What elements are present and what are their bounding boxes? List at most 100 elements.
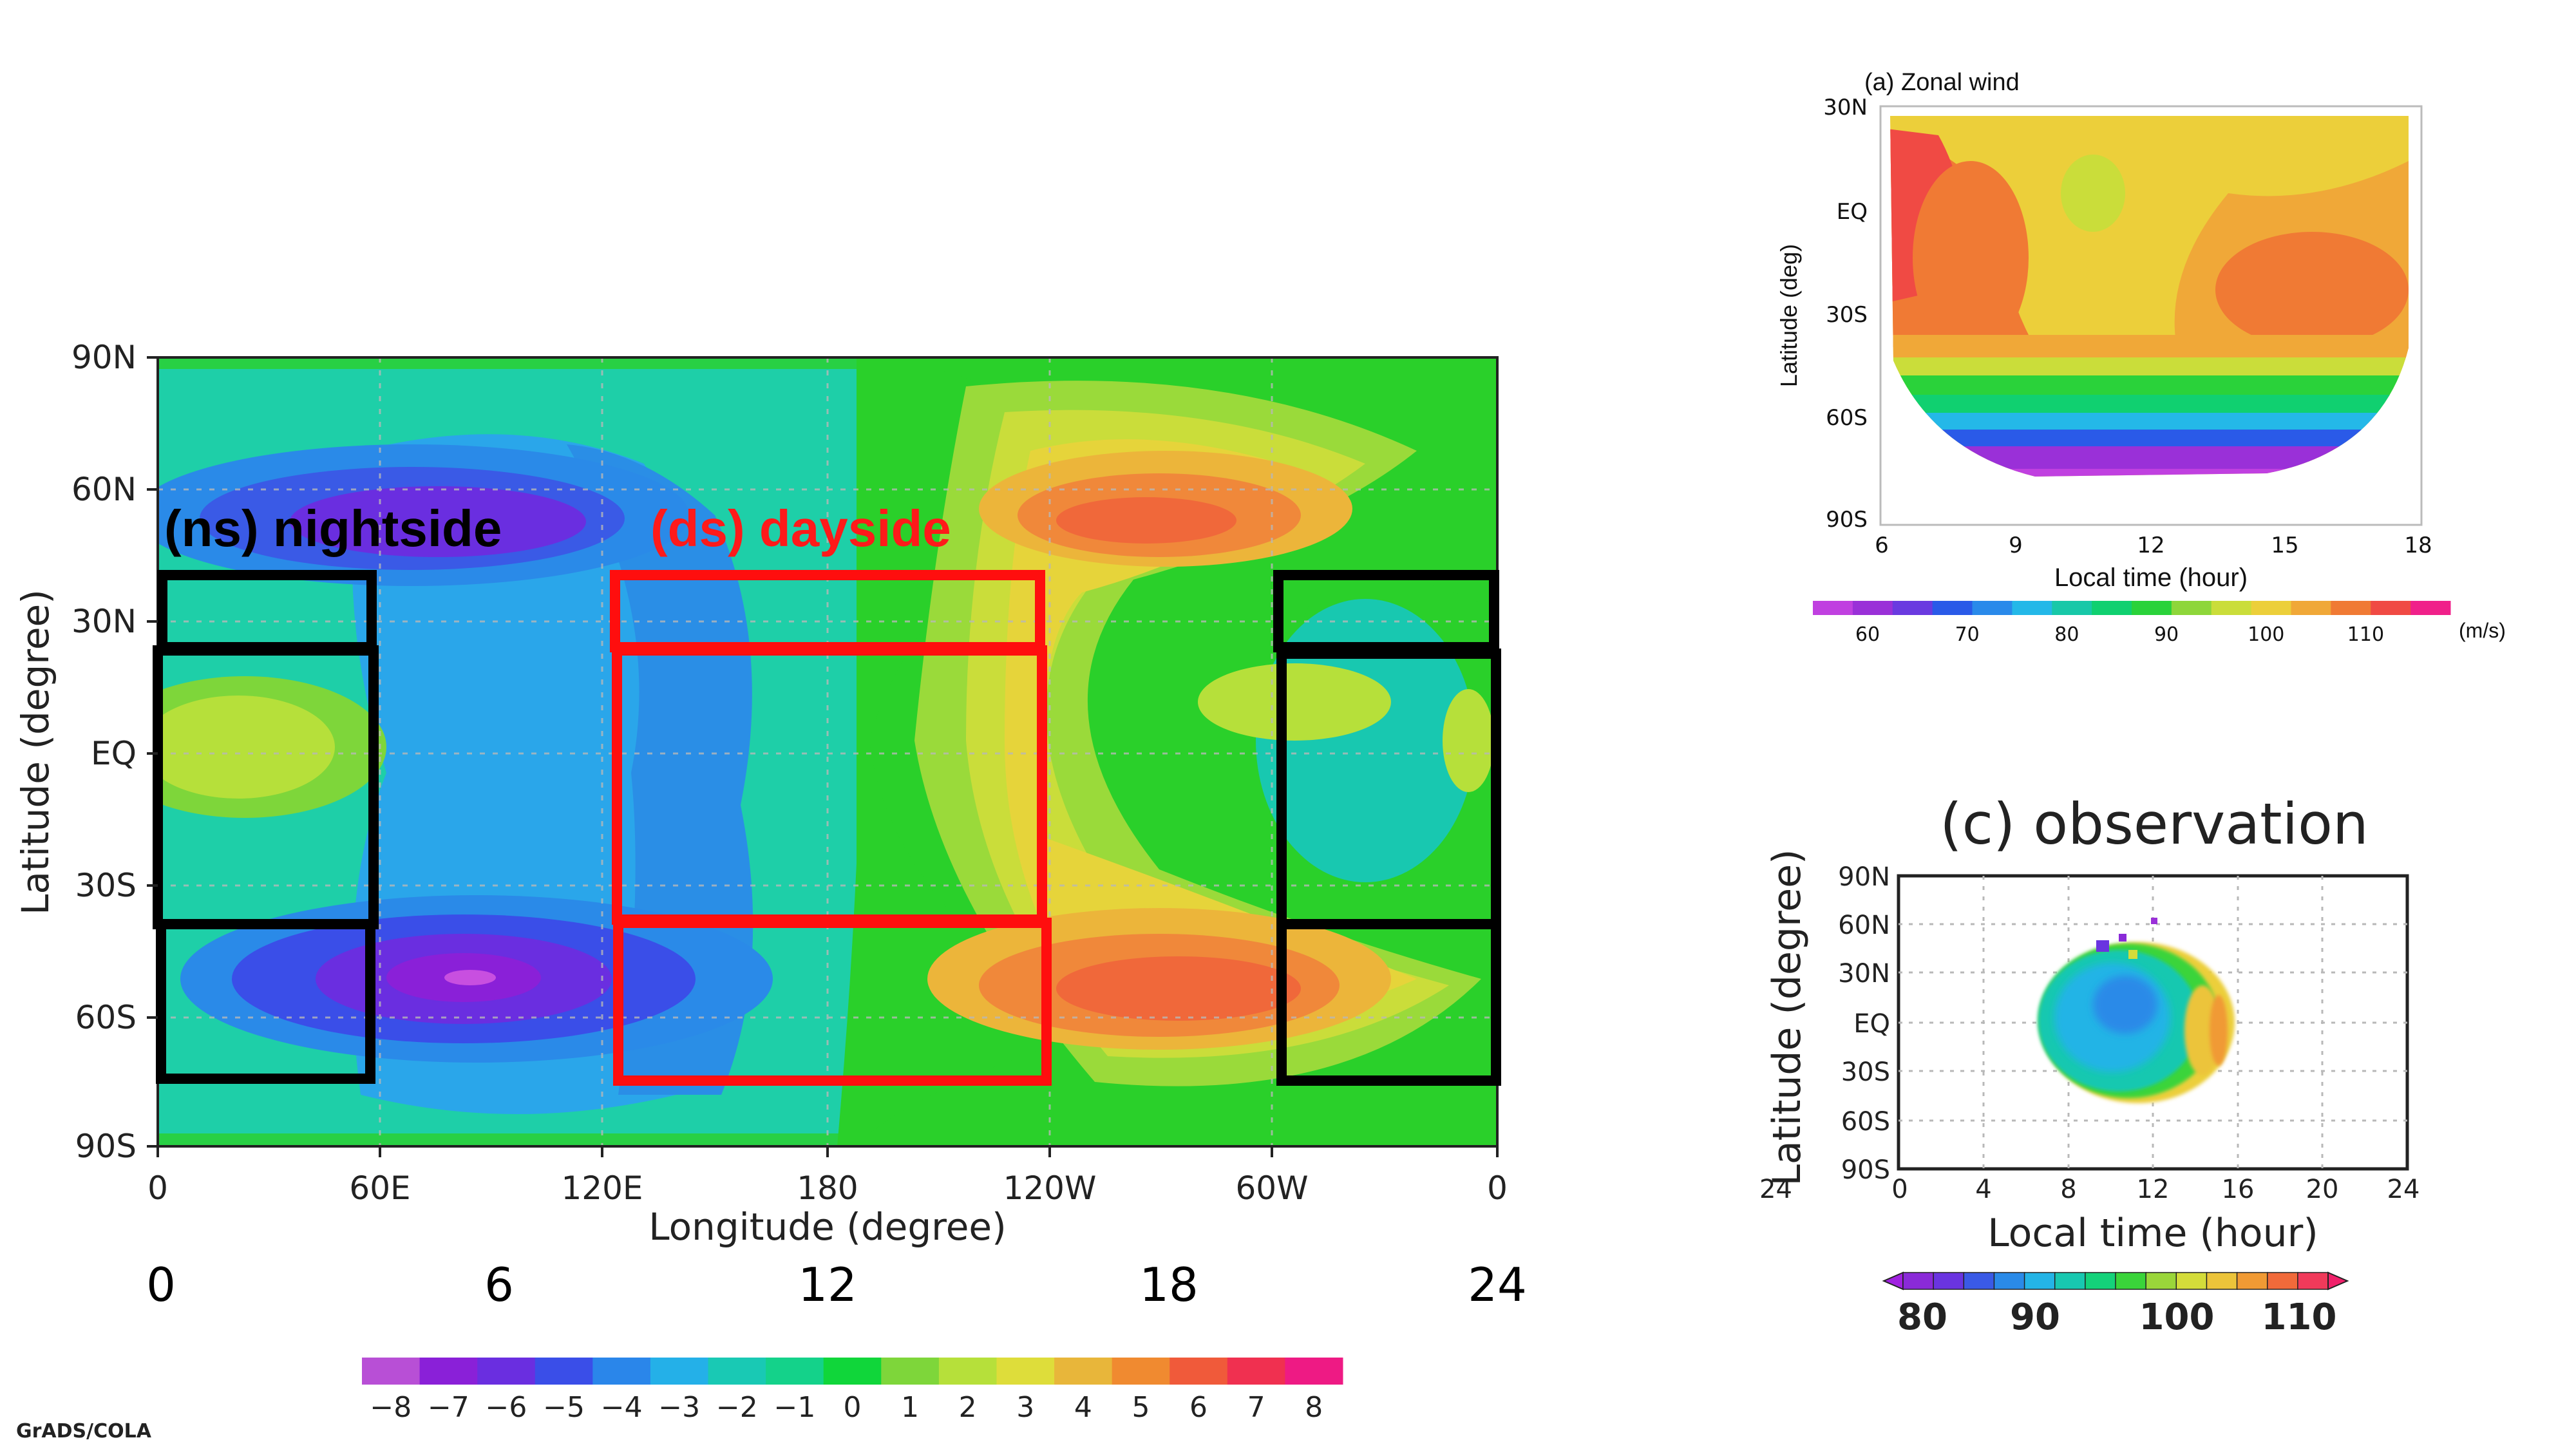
observation-x-tick: 0 [1891,1175,1908,1204]
observation-colorbar-swatch [2085,1272,2117,1290]
observation-colorbar-swatch [1993,1272,2025,1290]
observation-colorbar-swatch [2054,1272,2087,1290]
zonal-y-tick: 30S [1826,302,1868,328]
observation-x-label: Local time (hour) [1987,1211,2318,1256]
observation-colorbar-label: 110 [2262,1296,2337,1338]
zonal-colorbar-swatch [2410,601,2451,615]
local-time-tick: 18 [1139,1258,1198,1312]
zonal-colorbar-swatch [2092,601,2132,615]
main-colorbar-swatch [1285,1358,1343,1385]
main-colorbar-swatch [1112,1358,1170,1385]
credit-label: GrADS/COLA [16,1420,152,1443]
main-colorbar-labels: −8 −7 −6 −5 −4 −3 −2 −1 0 1 2 3 4 5 6 7 8 [370,1391,1323,1424]
observation-colorbar-swatch [2236,1272,2268,1290]
main-colorbar-swatch [1054,1358,1113,1385]
zonal-x-tick: 12 [2137,533,2164,558]
main-colorbar-label: −8 [370,1391,412,1424]
zonal-x-tick: 18 [2404,533,2432,558]
observation-y-tick: 90N [1838,862,1890,892]
observation-y-tick: 60N [1838,911,1890,940]
main-colorbar-swatch [477,1358,536,1385]
observation-field [2038,918,2235,1103]
ns-box-right-south [1276,919,1501,1086]
observation-colorbar-arrow-low [1882,1271,1904,1291]
observation-colorbar-swatch [2115,1272,2147,1290]
main-colorbar-swatch [708,1358,766,1385]
observation-x-tick: 4 [1975,1175,1991,1204]
zonal-unit: (m/s) [2459,619,2506,642]
main-x-tick: 60W [1235,1170,1308,1207]
main-x-tick: 180 [797,1170,858,1207]
ds-box-south [613,918,1052,1086]
zonal-colorbar-swatch [2211,601,2252,615]
main-colorbar-swatch [823,1358,882,1385]
observation-colorbar-swatch [1963,1272,1995,1290]
zonal-y-tick: 90S [1826,507,1868,533]
main-colorbar-swatch [996,1358,1055,1385]
zonal-x-tick: 6 [1875,533,1889,558]
zonal-colorbar-label: 60 [1855,623,1880,646]
observation-colorbar-swatch [2175,1272,2208,1290]
main-colorbar-swatch [881,1358,940,1385]
zonal-y-tick: EQ [1837,199,1868,225]
local-time-tick: 12 [798,1258,857,1312]
observation-y-tick: 30N [1838,959,1890,989]
zonal-colorbar-label: 100 [2248,623,2284,646]
observation-colorbar [1882,1271,2349,1291]
local-time-tick: 24 [1468,1258,1527,1312]
main-y-tick: 90N [71,339,137,376]
main-y-tick: 60S [75,999,137,1036]
zonal-x-tick: 15 [2271,533,2298,558]
local-time-ticks: 0 6 12 18 24 [146,1258,1527,1312]
main-x-tick: 0 [1487,1170,1508,1207]
local-time-tick: 6 [484,1258,514,1312]
zonal-y-tick: 30N [1823,95,1868,120]
zonal-colorbar [1813,601,2451,615]
main-colorbar-swatch [362,1358,421,1385]
zonal-y-label: Latitude (deg) [1776,244,1802,387]
main-y-label: Latitude (degree) [14,589,57,915]
zonal-colorbar-label: 90 [2154,623,2179,646]
zonal-colorbar-swatch [1852,601,1893,615]
observation-title: (c) observation [1940,791,2368,857]
observation-y-ticks: 90N 60N 30N EQ 30S 60S 90S [1838,862,1890,1185]
observation-colorbar-swatch [1902,1272,1935,1290]
zonal-colorbar-swatch [2291,601,2331,615]
main-colorbar-label: 3 [1016,1391,1034,1424]
observation-colorbar-swatch [2297,1272,2329,1290]
observation-colorbar-labels: 80 90 100 110 [1897,1296,2336,1338]
main-colorbar-label: 7 [1247,1391,1265,1424]
main-grid [158,357,1497,1146]
zonal-x-tick: 9 [2009,533,2023,558]
main-colorbar-swatch [1170,1358,1228,1385]
observation-y-tick: EQ [1853,1009,1890,1039]
observation-x-ticks: 0 4 8 12 16 20 24 [1891,1175,2420,1204]
zonal-y-tick: 60S [1826,405,1868,431]
observation-x-tick: 12 [2137,1175,2170,1204]
observation-y-tick: 30S [1841,1057,1890,1087]
zonal-colorbar-swatch [1892,601,1933,615]
main-y-tick: 90S [75,1128,137,1165]
observation-plot: (c) observation 90N 60N 30N [1759,791,2420,1338]
zonal-colorbar-swatch [2171,601,2212,615]
zonal-colorbar-label: 80 [2054,623,2079,646]
main-colorbar-swatch [766,1358,824,1385]
observation-colorbar-arrow-high [2327,1271,2349,1291]
main-colorbar-label: −4 [601,1391,643,1424]
main-x-ticks: 0 60E 120E 180 120W 60W 0 [147,1170,1508,1207]
main-y-tick: 60N [71,471,137,508]
ns-box-right-north [1273,570,1499,652]
main-colorbar-label: 4 [1074,1391,1092,1424]
observation-x-tick: 20 [2306,1175,2339,1204]
observation-x-tick: 8 [2060,1175,2076,1204]
observation-x-tick: 16 [2222,1175,2255,1204]
main-tick-marks [147,356,1499,1157]
main-colorbar-swatch [535,1358,593,1385]
zonal-colorbar-swatch [2371,601,2411,615]
observation-colorbar-swatch [2266,1272,2299,1290]
main-colorbar-label: 0 [844,1391,862,1424]
main-colorbar-swatch [419,1358,478,1385]
observation-y-tick: 90S [1841,1155,1890,1185]
main-colorbar-label: −2 [716,1391,758,1424]
main-colorbar-swatch [938,1358,997,1385]
